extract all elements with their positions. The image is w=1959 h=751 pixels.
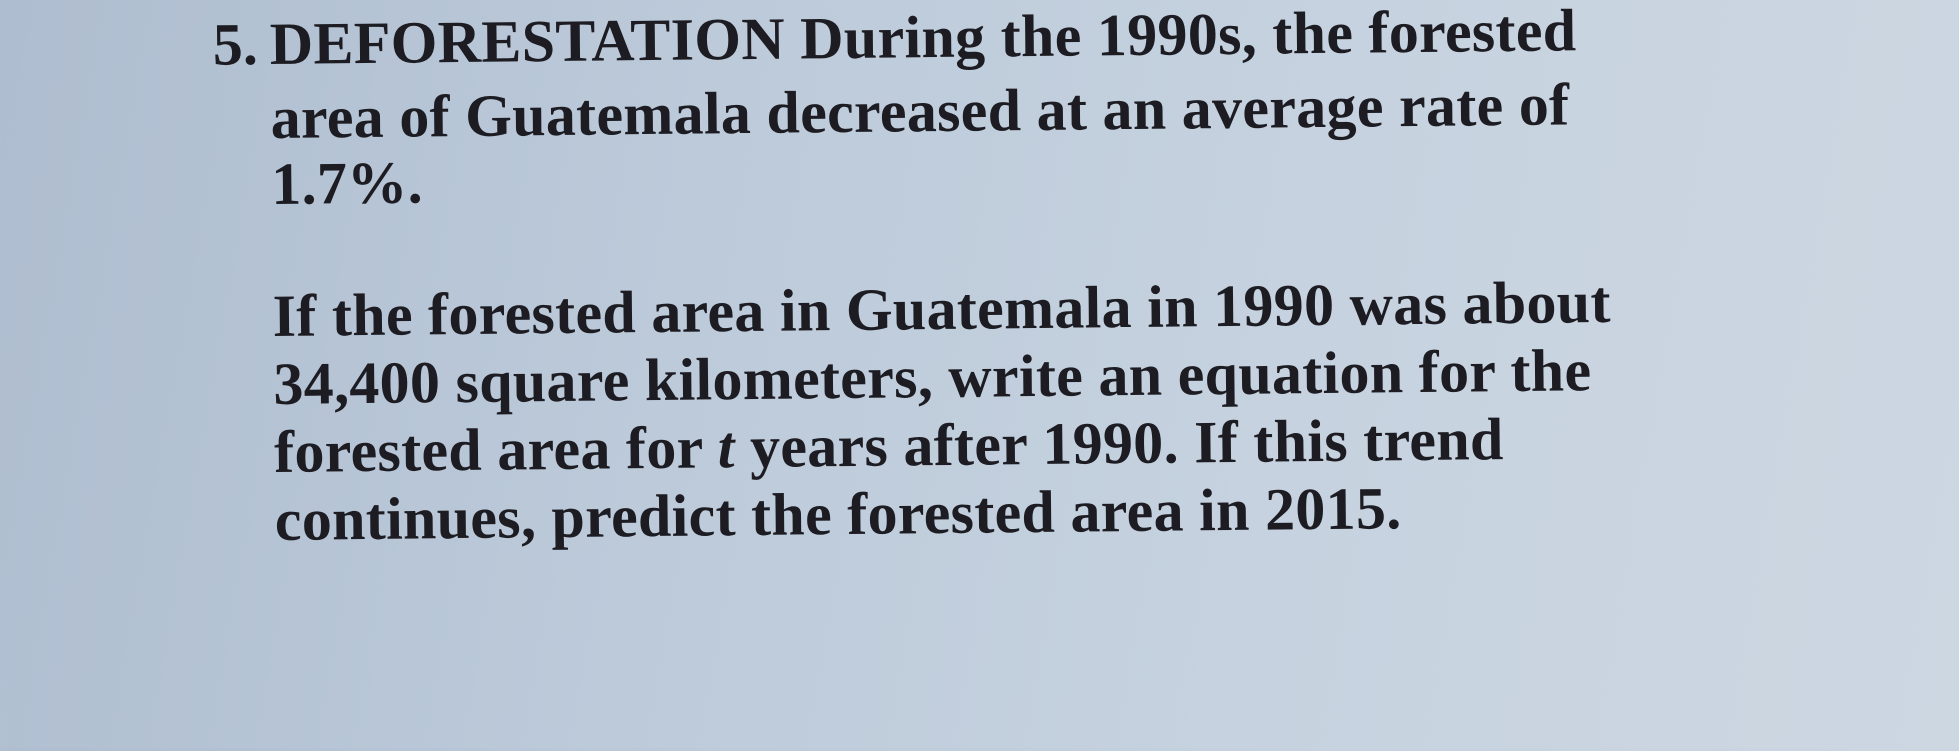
- problem-number: 5.: [212, 11, 259, 78]
- variable-t: t: [717, 414, 736, 481]
- problem-line-1: DEFORESTATION During the 1990s, the fore…: [269, 0, 1576, 79]
- intro-text-2: area of Guatemala decreased at an averag…: [270, 71, 1570, 151]
- problem-title: DEFORESTATION: [269, 5, 786, 77]
- question-text-3b: years after 1990. If this trend: [749, 406, 1504, 480]
- intro-text-1: During the 1990s, the forested: [799, 0, 1577, 72]
- question-text-3a: forested area for: [273, 414, 703, 485]
- intro-text-3: 1.7%.: [270, 149, 424, 217]
- question-text-4: continues, predict the forested area in …: [274, 475, 1402, 553]
